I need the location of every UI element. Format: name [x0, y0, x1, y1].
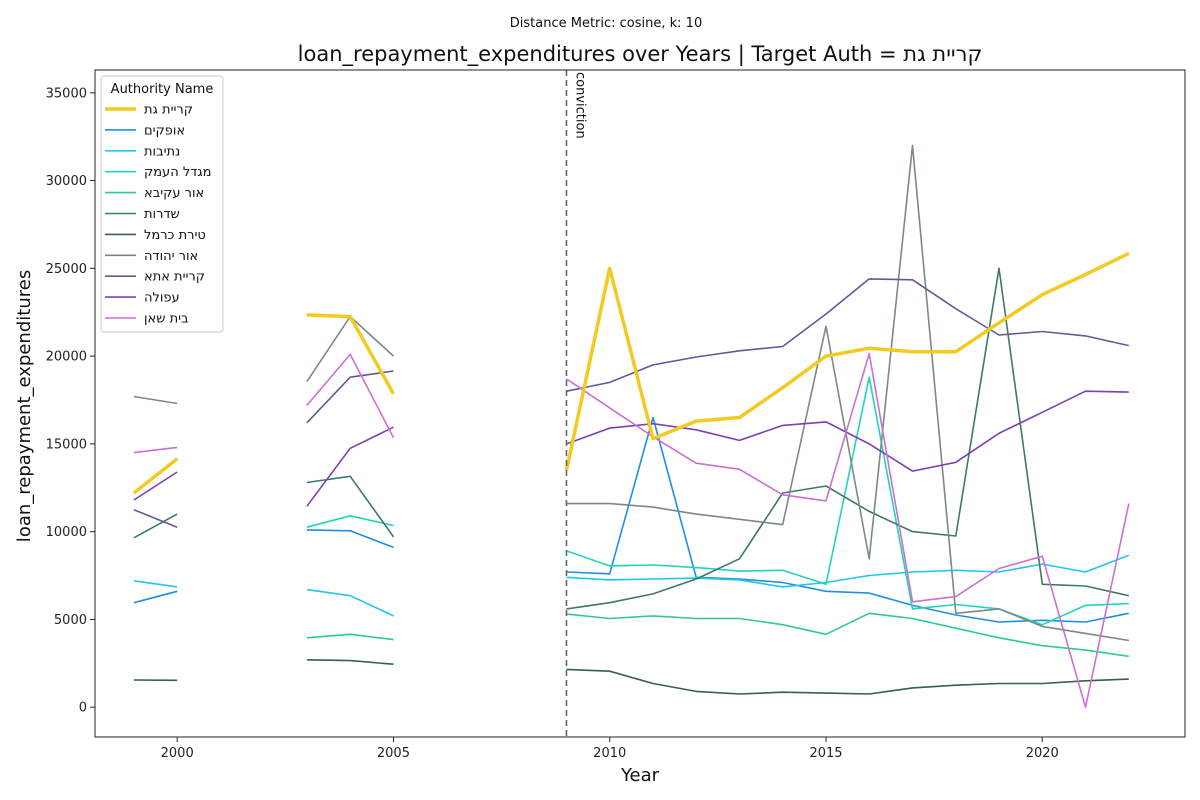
series-line	[306, 529, 394, 549]
y-tick-label: 0	[79, 701, 87, 716]
series-line	[566, 390, 1129, 472]
series-line	[564, 251, 1130, 471]
series-line	[566, 352, 1130, 709]
series-line	[566, 554, 1130, 588]
legend-entry-label: אור עקיבא	[144, 186, 204, 201]
y-tick-label: 35000	[46, 86, 87, 101]
legend-items: קריית גת אופקים נתיבות מגדל העמק אור עקיבא שד…	[105, 103, 212, 327]
series-line	[306, 588, 394, 617]
series-line	[306, 370, 394, 424]
series-line	[306, 353, 395, 439]
series-line	[566, 668, 1129, 695]
series-line	[133, 395, 178, 405]
series-line	[306, 659, 394, 665]
series-line	[306, 514, 394, 528]
series-line	[306, 633, 394, 641]
series-line	[133, 590, 178, 604]
legend-entry-label: שדרות	[144, 207, 180, 222]
legend-title: Authority Name	[111, 82, 214, 97]
conviction-label: conviction	[572, 72, 587, 139]
series-line	[133, 471, 178, 501]
y-tick-label: 25000	[46, 262, 87, 277]
chart-subtitle: Distance Metric: cosine, k: 10	[510, 16, 702, 31]
series-line	[566, 612, 1129, 658]
series-line	[132, 457, 179, 495]
series-line	[133, 580, 178, 588]
legend-entry-label: מגדל העמק	[144, 165, 212, 180]
series-line	[306, 475, 395, 538]
legend-entry-label: קריית גת	[144, 103, 193, 118]
legend-entry-label: קריית אתא	[144, 270, 205, 285]
series-line	[133, 513, 178, 539]
legend-entry-label: עפולה	[144, 291, 180, 306]
legend-entry-label: אופקים	[144, 123, 185, 138]
conviction-annotation: conviction	[565, 70, 587, 737]
y-tick-label: 15000	[46, 437, 87, 452]
y-axis-ticks: 0 5000 10000 15000 20000 25000 30000 35000	[46, 86, 95, 716]
series-line	[566, 267, 1129, 610]
y-axis-label: loan_repayment_expenditures	[14, 270, 35, 542]
legend: Authority Name קריית גת אופקים נתיבות מגדל …	[100, 75, 224, 333]
legend-entry-label: טירת כרמל	[144, 228, 206, 243]
series-line	[566, 376, 1129, 626]
y-tick-label: 10000	[46, 525, 87, 540]
x-tick-label: 2000	[161, 746, 194, 761]
series-line	[566, 278, 1129, 392]
series-line	[566, 144, 1129, 642]
legend-entry-label: בית שאן	[144, 312, 189, 327]
chart-title: loan_repayment_expenditures over Years |…	[298, 42, 983, 67]
legend-entry-label: אור יהודה	[144, 249, 198, 264]
y-tick-label: 20000	[46, 350, 87, 365]
x-axis-ticks: 2000 2005 2010 2015 2020	[161, 737, 1059, 761]
plot-lines	[132, 144, 1130, 709]
x-axis-label: Year	[620, 765, 660, 786]
legend-box	[100, 75, 224, 333]
series-line	[133, 508, 178, 528]
x-tick-label: 2010	[593, 746, 626, 761]
series-line	[306, 313, 396, 395]
x-tick-label: 2020	[1026, 746, 1059, 761]
x-tick-label: 2015	[809, 746, 842, 761]
y-tick-label: 5000	[54, 613, 87, 628]
series-line	[133, 446, 178, 454]
series-line	[306, 426, 394, 507]
plot-frame	[94, 69, 1186, 738]
legend-entry-label: נתיבות	[144, 144, 180, 159]
series-line	[566, 416, 1129, 623]
x-tick-label: 2005	[377, 746, 410, 761]
y-tick-label: 30000	[46, 174, 87, 189]
